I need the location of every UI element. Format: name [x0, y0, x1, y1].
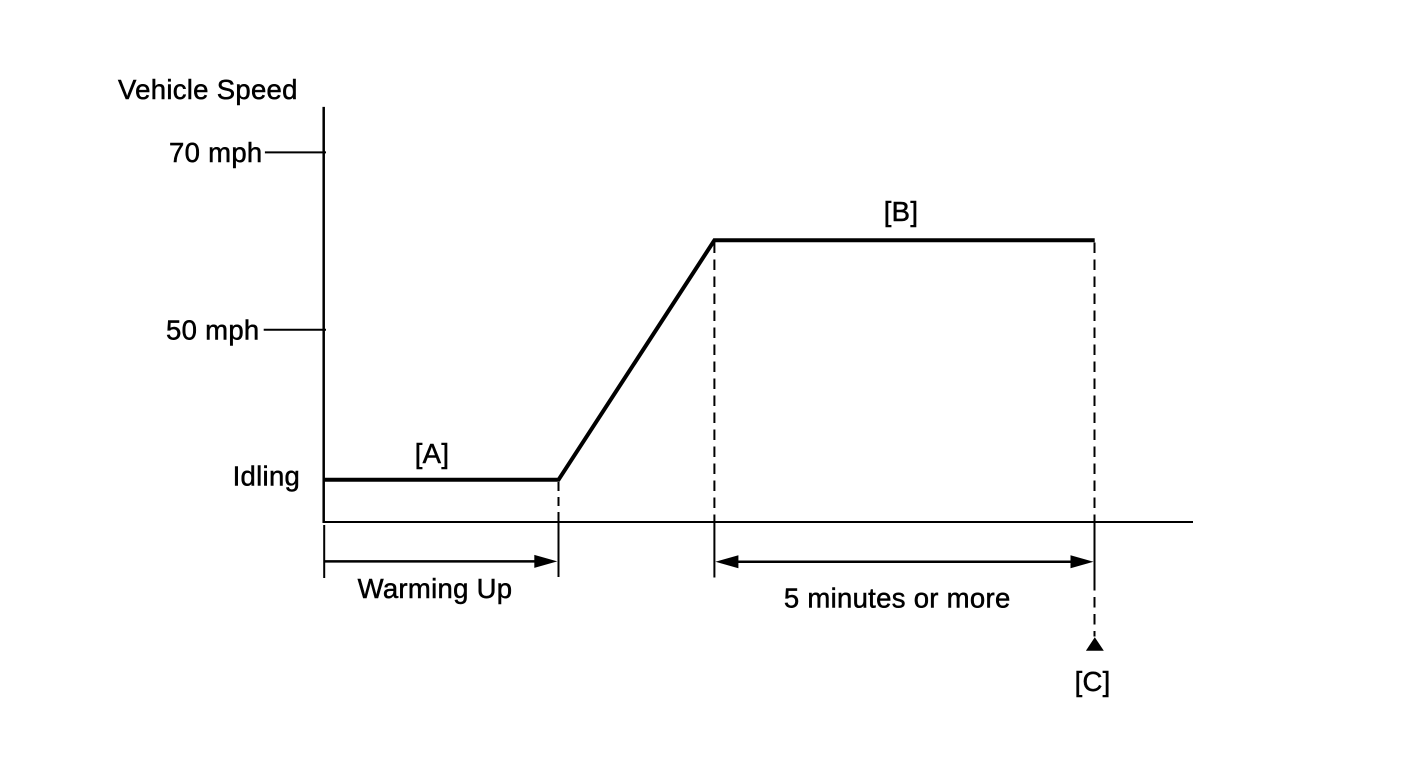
svg-text:[C]: [C] — [1075, 666, 1111, 697]
svg-text:Vehicle Speed: Vehicle Speed — [118, 74, 298, 105]
svg-text:50 mph: 50 mph — [166, 315, 260, 346]
svg-text:Warming Up: Warming Up — [358, 573, 513, 604]
svg-text:70 mph: 70 mph — [169, 137, 263, 168]
svg-text:[A]: [A] — [415, 438, 450, 469]
svg-text:Idling: Idling — [233, 461, 301, 492]
svg-text:5 minutes or more: 5 minutes or more — [784, 583, 1011, 614]
svg-text:[B]: [B] — [884, 196, 919, 227]
